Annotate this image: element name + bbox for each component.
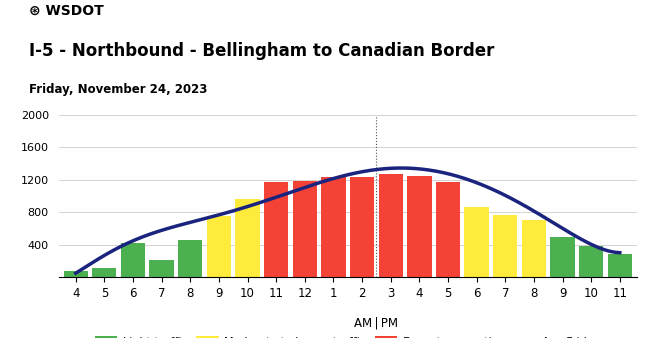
Bar [522,220,546,277]
Text: I-5 - Northbound - Bellingham to Canadian Border: I-5 - Northbound - Bellingham to Canadia… [29,42,495,60]
Bar [436,182,460,277]
Legend: Light traffic, Moderate to heavy traffic, Expect congestion, Avg Friday: Light traffic, Moderate to heavy traffic… [90,331,605,338]
Bar [608,254,632,277]
Bar [378,174,403,277]
Bar [150,260,174,277]
Bar [92,268,116,277]
Bar [407,176,432,277]
Bar [350,176,374,277]
Bar [321,176,346,277]
Text: AM | PM: AM | PM [354,316,398,329]
Text: Friday, November 24, 2023: Friday, November 24, 2023 [29,83,207,96]
Bar [579,245,603,277]
Bar [178,240,202,277]
Bar [207,216,231,277]
Bar [121,243,145,277]
Bar [493,215,517,277]
Bar [292,182,317,277]
Bar [465,207,489,277]
Bar [235,199,260,277]
Bar [551,237,575,277]
Text: ⊛ WSDOT: ⊛ WSDOT [29,3,104,17]
Bar [264,182,289,277]
Bar [64,271,88,277]
